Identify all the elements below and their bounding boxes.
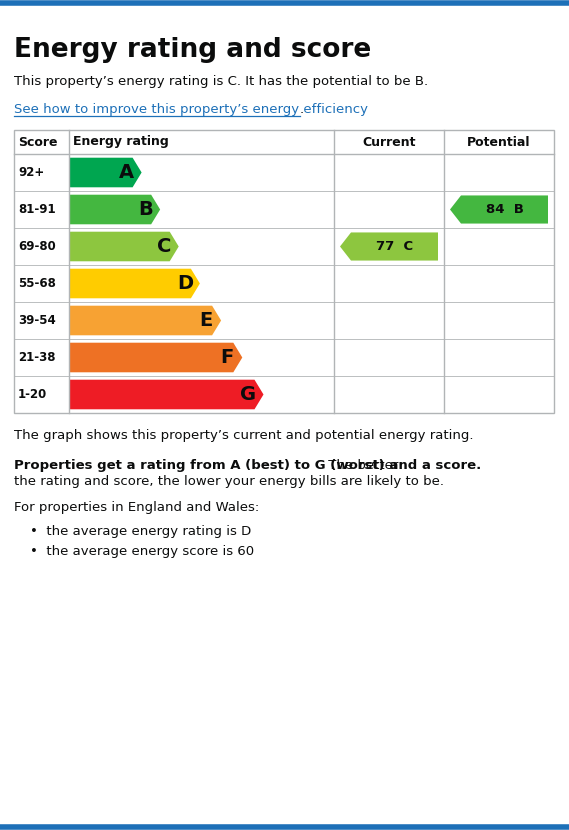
Polygon shape (69, 305, 221, 335)
Text: A: A (119, 163, 134, 182)
Text: E: E (200, 311, 213, 330)
Text: F: F (221, 348, 234, 367)
Text: .: . (300, 103, 304, 116)
Text: Potential: Potential (467, 135, 531, 149)
Text: The graph shows this property’s current and potential energy rating.: The graph shows this property’s current … (14, 429, 473, 442)
Text: 1-20: 1-20 (18, 388, 47, 401)
Text: Energy rating and score: Energy rating and score (14, 37, 371, 63)
Text: D: D (177, 274, 193, 293)
Text: 39-54: 39-54 (18, 314, 56, 327)
Text: the rating and score, the lower your energy bills are likely to be.: the rating and score, the lower your ene… (14, 475, 444, 488)
Text: G: G (241, 385, 257, 404)
Text: C: C (156, 237, 171, 256)
Text: 21-38: 21-38 (18, 351, 56, 364)
Text: For properties in England and Wales:: For properties in England and Wales: (14, 501, 259, 514)
Text: Properties get a rating from A (best) to G (worst) and a score.: Properties get a rating from A (best) to… (14, 459, 481, 472)
Text: •  the average energy rating is D: • the average energy rating is D (30, 525, 251, 538)
Text: 69-80: 69-80 (18, 240, 56, 253)
Polygon shape (450, 195, 548, 223)
Text: This property’s energy rating is C. It has the potential to be B.: This property’s energy rating is C. It h… (14, 75, 428, 88)
Polygon shape (69, 379, 263, 409)
Text: B: B (138, 200, 152, 219)
Polygon shape (69, 158, 142, 188)
Text: 92+: 92+ (18, 166, 44, 179)
Text: 84  B: 84 B (485, 203, 523, 216)
Polygon shape (340, 232, 438, 261)
Polygon shape (69, 232, 179, 261)
Bar (14, 130, 554, 413)
Text: The better: The better (324, 459, 398, 472)
Polygon shape (69, 343, 242, 373)
Text: •  the average energy score is 60: • the average energy score is 60 (30, 545, 254, 558)
Polygon shape (69, 269, 200, 298)
Text: Current: Current (362, 135, 416, 149)
Polygon shape (69, 195, 160, 224)
Text: Score: Score (18, 135, 57, 149)
Text: 77  C: 77 C (376, 240, 413, 253)
Text: 55-68: 55-68 (18, 277, 56, 290)
Text: 81-91: 81-91 (18, 203, 56, 216)
Text: Energy rating: Energy rating (73, 135, 169, 149)
Text: See how to improve this property’s energy efficiency: See how to improve this property’s energ… (14, 103, 368, 116)
